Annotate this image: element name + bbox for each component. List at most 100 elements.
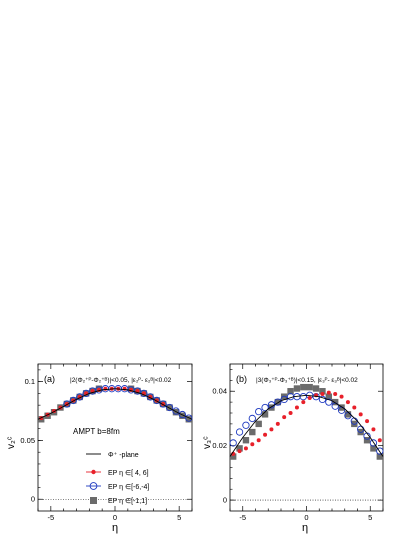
point-ep-m1-1 <box>249 428 256 436</box>
point-ep-m1-1 <box>172 409 180 416</box>
y-tick-label: 0.04 <box>212 387 227 396</box>
point-ep-m1-1 <box>319 388 326 395</box>
point-ep-4-6 <box>282 415 287 420</box>
point-ep-m1-1 <box>344 411 352 418</box>
x-tick-label: 5 <box>177 513 181 522</box>
point-ep-m6-m4 <box>318 395 327 404</box>
panel-a-annotation: AMPT b=8fm <box>73 427 120 436</box>
point-ep-m1-1 <box>376 453 384 460</box>
series-phi-plane-line <box>229 394 384 457</box>
point-ep-m1-1 <box>357 428 364 436</box>
point-ep-4-6 <box>377 438 382 443</box>
legend-phi-label: Φ⁺ -plane <box>108 452 139 459</box>
point-ep-4-6 <box>320 391 325 396</box>
point-ep-4-6 <box>288 411 293 415</box>
point-ep-m6-m4 <box>248 414 256 423</box>
point-ep-m1-1 <box>331 398 339 406</box>
point-ep-m1-1 <box>325 393 333 400</box>
panel-b-label: (b) <box>236 374 247 384</box>
point-ep-4-6 <box>256 438 261 443</box>
point-ep-m6-m4 <box>235 428 244 436</box>
point-ep-4-6 <box>326 390 331 395</box>
point-ep-m6-m4 <box>229 439 237 447</box>
point-ep-m6-m4 <box>178 410 187 419</box>
point-ep-4-6 <box>243 446 248 451</box>
panel-a-ylabel: v₂ᶜ <box>6 436 17 449</box>
point-ep-4-6 <box>333 391 338 396</box>
y-tick-label: 0.1 <box>25 377 35 386</box>
point-ep-4-6 <box>263 432 268 437</box>
x-tick-label: -5 <box>239 513 246 522</box>
point-ep-m6-m4 <box>280 395 288 404</box>
panel-a-marks <box>37 385 193 423</box>
point-ep-m6-m4 <box>153 396 161 405</box>
legend-ep46-marker <box>91 469 96 475</box>
point-ep-4-6 <box>250 442 255 447</box>
point-ep-m1-1 <box>293 385 301 392</box>
point-ep-m6-m4 <box>255 407 263 416</box>
point-ep-m6-m4 <box>242 421 250 429</box>
point-ep-m6-m4 <box>133 387 142 395</box>
point-ep-4-6 <box>275 421 280 426</box>
point-ep-m1-1 <box>261 411 269 418</box>
point-ep-m1-1 <box>229 453 237 460</box>
point-ep-4-6 <box>237 449 242 454</box>
panel-b-marks <box>229 383 384 460</box>
point-ep-4-6 <box>301 400 306 405</box>
point-ep-m1-1 <box>242 437 250 444</box>
point-ep-m1-1 <box>185 416 192 423</box>
series-phi-plane-line <box>37 388 193 420</box>
point-ep-m6-m4 <box>261 403 269 412</box>
point-ep-m6-m4 <box>376 447 384 455</box>
point-ep-m6-m4 <box>299 393 307 401</box>
point-ep-m6-m4 <box>165 403 174 412</box>
x-tick-label: 0 <box>304 513 308 522</box>
point-ep-m1-1 <box>274 398 282 406</box>
x-tick-label: 5 <box>368 513 372 522</box>
point-ep-m6-m4 <box>185 414 193 422</box>
legend: Φ⁺ -plane EP η ∈[ 4, 6] EP η ∈[-6,-4] EP… <box>86 452 149 505</box>
y-tick-label: 0 <box>223 496 227 505</box>
point-ep-4-6 <box>365 419 370 424</box>
y-tick-label: 0.02 <box>212 441 227 450</box>
point-ep-m6-m4 <box>69 396 77 405</box>
point-ep-m6-m4 <box>274 398 282 406</box>
point-ep-4-6 <box>371 427 376 432</box>
point-ep-m6-m4 <box>325 398 333 406</box>
panel-a: (a) |2(Φ₂⁺ᴾ-Φ₂⁺ᴮ)|<0.05, |ε₂ᴾ- ε₂ᴮ|<0.02… <box>6 363 193 534</box>
panel-b-xlabel: η <box>302 522 308 534</box>
point-ep-m1-1 <box>363 437 371 444</box>
point-ep-m6-m4 <box>76 393 84 401</box>
point-ep-4-6 <box>269 427 274 432</box>
panel-a-axes: -5 0 5 0 0.05 0.1 <box>20 364 193 522</box>
x-tick-label: -5 <box>47 513 54 522</box>
point-ep-m1-1 <box>338 404 345 411</box>
legend-epm11-marker <box>90 497 97 504</box>
legend-epm6m4-label: EP η ∈[-6,-4] <box>108 484 149 491</box>
x-tick-label: 0 <box>113 513 117 522</box>
point-ep-m1-1 <box>300 383 307 391</box>
panel-b-axes: -5 0 5 0 0.02 0.04 <box>212 364 384 522</box>
point-ep-m1-1 <box>370 445 377 452</box>
point-ep-m1-1 <box>280 393 288 400</box>
point-ep-4-6 <box>307 396 312 401</box>
panel-b-ylabel: v₃ᶜ <box>202 436 213 449</box>
panel-b: (b) |3(Φ₃⁺ᴾ-Φ₃⁺ᴮ)|<0.15, |ε₃ᴾ- ε₃ᴮ|<0.02… <box>202 363 384 534</box>
panel-a-xlabel: η <box>112 522 118 534</box>
point-ep-m1-1 <box>287 388 294 395</box>
point-ep-m1-1 <box>179 412 186 419</box>
point-ep-4-6 <box>352 405 357 410</box>
panel-a-selection: |2(Φ₂⁺ᴾ-Φ₂⁺ᴮ)|<0.05, |ε₂ᴾ- ε₂ᴮ|<0.02 <box>70 377 172 384</box>
legend-ep46-label: EP η ∈[ 4, 6] <box>108 470 149 477</box>
panel-b-selection: |3(Φ₃⁺ᴾ-Φ₃⁺ᴮ)|<0.15, |ε₃ᴾ- ε₃ᴮ|<0.02 <box>256 377 358 384</box>
point-ep-m1-1 <box>268 404 275 411</box>
y-tick-label: 0.05 <box>20 436 35 445</box>
point-ep-m6-m4 <box>369 439 378 447</box>
point-ep-m1-1 <box>351 420 358 428</box>
point-ep-m6-m4 <box>159 400 167 408</box>
point-ep-m1-1 <box>166 404 173 411</box>
point-ep-m6-m4 <box>146 393 154 401</box>
point-ep-4-6 <box>358 412 363 417</box>
panel-a-label: (a) <box>44 374 55 384</box>
